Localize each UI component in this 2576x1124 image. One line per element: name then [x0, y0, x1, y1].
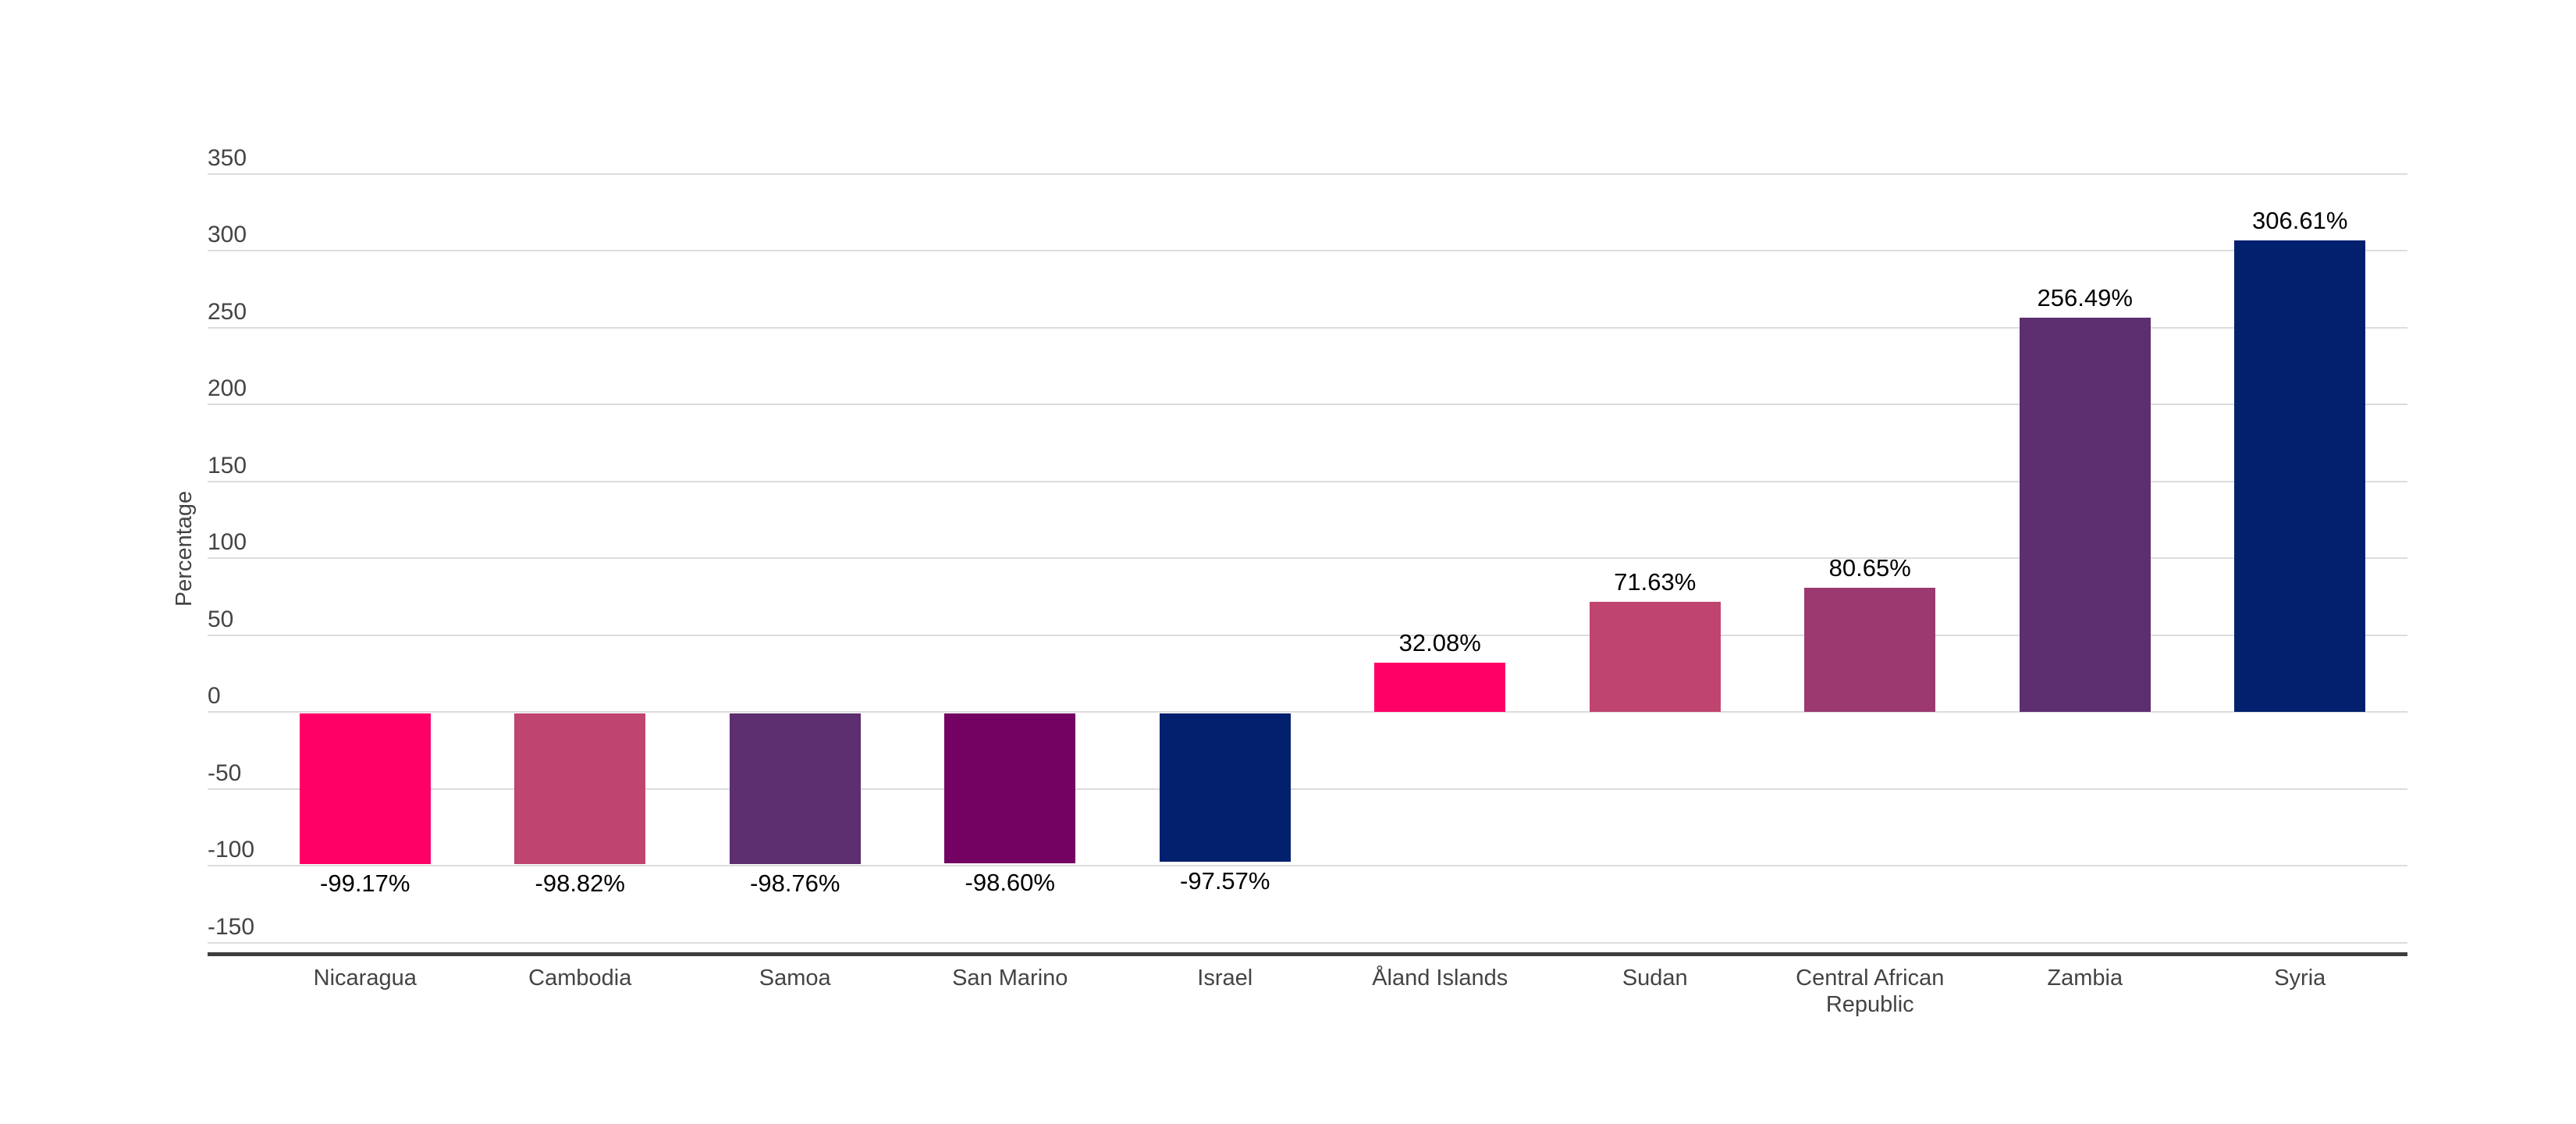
y-tick-label: 50 [208, 606, 234, 632]
x-tick-label: Syria [2274, 966, 2326, 991]
y-tick-label: 350 [208, 144, 247, 171]
bar-san-marino[interactable] [944, 713, 1076, 864]
gridline [208, 480, 2407, 482]
bar-nicaragua[interactable] [299, 713, 431, 865]
y-tick-label: 0 [208, 683, 221, 709]
x-tick-label: Zambia [2047, 966, 2123, 991]
value-label: -97.57% [1180, 867, 1270, 895]
y-tick-label: -50 [208, 759, 242, 786]
value-label: 80.65% [1828, 554, 1911, 582]
value-label: 71.63% [1614, 567, 1697, 596]
x-tick-label: Åland Islands [1372, 966, 1508, 991]
value-label: 32.08% [1398, 628, 1481, 656]
bar-samoa[interactable] [729, 713, 861, 864]
bar-sudan[interactable] [1589, 601, 1721, 712]
value-label: -98.82% [535, 869, 625, 897]
x-tick-label: San Marino [952, 966, 1068, 991]
x-tick-label: Sudan [1622, 966, 1688, 991]
bar--land-islands[interactable] [1374, 662, 1506, 712]
bar-zambia[interactable] [2019, 317, 2151, 712]
y-tick-label: -100 [208, 837, 255, 863]
bar-cambodia[interactable] [514, 713, 646, 864]
gridline [208, 788, 2407, 790]
gridline [208, 634, 2407, 636]
y-tick-label: 300 [208, 222, 247, 247]
value-label: -98.60% [965, 869, 1055, 897]
y-tick-label: -150 [208, 913, 255, 940]
x-tick-label: Cambodia [528, 966, 632, 991]
gridline [208, 865, 2407, 866]
y-tick-label: 250 [208, 298, 247, 325]
bar-central-african-republic[interactable] [1804, 588, 1936, 712]
x-tick-label: Nicaragua [313, 966, 417, 991]
x-axis-line [208, 952, 2407, 956]
y-tick-label: 200 [208, 375, 247, 401]
x-tick-label: Central African Republic [1796, 966, 1945, 1017]
gridline [208, 941, 2407, 944]
gridline [208, 557, 2407, 559]
y-axis-title: Percentage [172, 490, 197, 607]
gridline [208, 173, 2407, 175]
value-label: -99.17% [320, 870, 410, 898]
bar-syria[interactable] [2234, 240, 2366, 712]
x-tick-label: Israel [1197, 966, 1253, 991]
y-tick-label: 100 [208, 529, 247, 555]
gridline [208, 711, 2407, 713]
gridline [208, 326, 2407, 329]
x-tick-label: Samoa [759, 966, 831, 991]
value-label: 256.49% [2037, 283, 2133, 311]
y-tick-label: 150 [208, 452, 247, 478]
value-label: 306.61% [2252, 206, 2348, 234]
value-label: -98.76% [750, 869, 840, 897]
bar-israel[interactable] [1159, 713, 1291, 863]
gridline [208, 250, 2407, 251]
gridline [208, 404, 2407, 405]
